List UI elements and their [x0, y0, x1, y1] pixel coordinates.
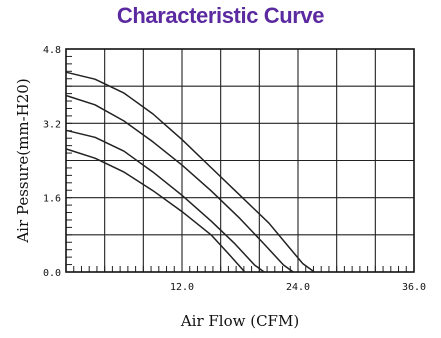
x-axis-label: Air Flow (CFM) [180, 312, 299, 330]
y-axis-label: Air Pessure(mm-H20) [14, 78, 32, 243]
x-tick-label: 36.0 [402, 282, 426, 293]
x-tick-label: 12.0 [170, 282, 194, 293]
x-tick-label: 24.0 [286, 282, 310, 293]
y-tick-label: 0.0 [43, 268, 61, 279]
plot-frame [65, 48, 415, 273]
chart-title: Characteristic Curve [116, 3, 325, 28]
series-line-1 [65, 71, 315, 273]
y-tick-label: 1.6 [43, 194, 61, 205]
y-tick-label: 4.8 [43, 45, 61, 56]
y-tick-label: 3.2 [43, 119, 61, 130]
series-line-4 [65, 148, 246, 273]
series-line-2 [65, 94, 294, 273]
series-line-3 [65, 129, 265, 273]
